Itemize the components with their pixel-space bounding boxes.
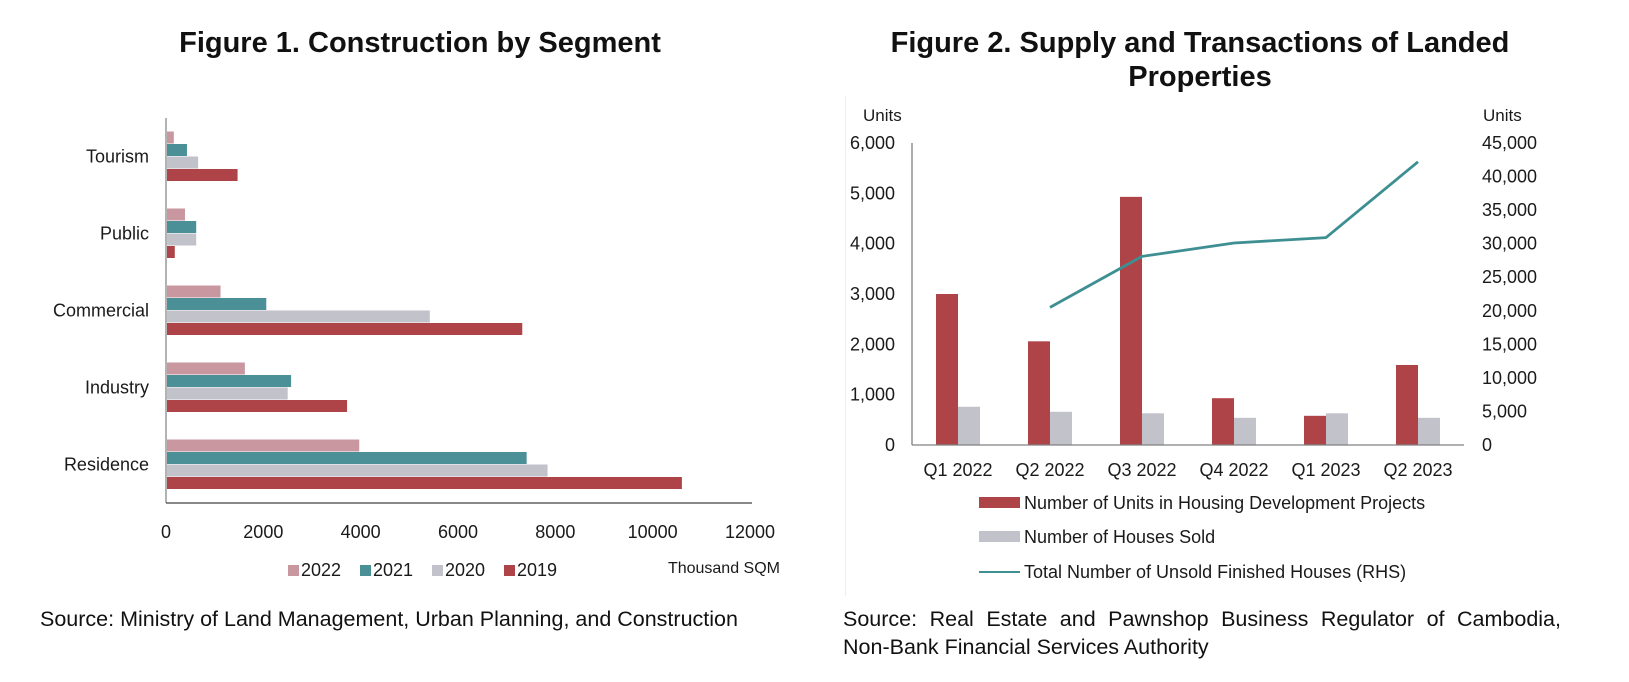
right-y-tick-label: 35,000 [1482, 200, 1537, 220]
bar-q2-2022-sold [1050, 411, 1072, 445]
category-label-public: Public [100, 224, 149, 244]
right-y-tick-label: 40,000 [1482, 167, 1537, 187]
figure2-frame-border [845, 96, 846, 596]
left-y-tick-label: 2,000 [850, 334, 895, 354]
legend-swatch-2020 [432, 565, 443, 576]
left-y-tick-label: 6,000 [850, 133, 895, 153]
right-y-tick-label: 45,000 [1482, 133, 1537, 153]
bar-tourism-2020 [167, 156, 199, 169]
bar-industry-2019 [167, 400, 348, 412]
bar-public-2019 [167, 246, 175, 258]
legend-label-2020: 2020 [445, 560, 485, 580]
left-y-tick-label: 3,000 [850, 284, 895, 304]
category-label-industry: Industry [85, 378, 149, 398]
left-y-tick-label: 5,000 [850, 183, 895, 203]
legend-label-units: Number of Units in Housing Development P… [1024, 493, 1425, 513]
right-y-tick-label: 10,000 [1482, 368, 1537, 388]
bar-residence-2020 [167, 464, 548, 477]
bar-q1-2022-units [936, 294, 958, 445]
x-tick-label: 2000 [243, 522, 283, 542]
bar-q4-2022-sold [1234, 417, 1256, 445]
bar-public-2021 [167, 221, 197, 233]
bar-public-2020 [167, 233, 197, 246]
x-tick-label: 12000 [725, 522, 775, 542]
bar-tourism-2022 [167, 131, 174, 144]
bar-q1-2023-units [1304, 415, 1326, 445]
bar-residence-2019 [167, 477, 682, 489]
bar-industry-2020 [167, 387, 288, 400]
left-y-tick-label: 4,000 [850, 234, 895, 254]
legend-label-2022: 2022 [301, 560, 341, 580]
bar-commercial-2020 [167, 310, 430, 323]
legend-label-2021: 2021 [373, 560, 413, 580]
bar-q4-2022-units [1212, 398, 1234, 445]
legend-label-2019: 2019 [517, 560, 557, 580]
legend-swatch-sold [979, 531, 1020, 542]
right-axis-unit-label: Units [1483, 106, 1522, 125]
bar-industry-2022 [167, 362, 245, 375]
line-unsold-finished-houses [1049, 160, 1419, 309]
x-tick-label-q4-2022: Q4 2022 [1199, 460, 1268, 480]
legend-swatch-2021 [360, 565, 371, 576]
bar-q2-2022-units [1028, 341, 1050, 445]
bar-q2-2023-units [1396, 364, 1418, 445]
legend-label-sold: Number of Houses Sold [1024, 527, 1215, 547]
bar-commercial-2019 [167, 323, 523, 335]
x-tick-label: 6000 [438, 522, 478, 542]
right-y-tick-label: 25,000 [1482, 267, 1537, 287]
left-y-tick-label: 0 [885, 435, 895, 455]
figure1-source: Source: Ministry of Land Management, Urb… [40, 607, 738, 631]
right-y-tick-label: 20,000 [1482, 301, 1537, 321]
bar-public-2022 [167, 208, 186, 221]
bar-q1-2022-sold [958, 406, 980, 445]
x-tick-label-q2-2022: Q2 2022 [1015, 460, 1084, 480]
legend-swatch-2022 [288, 565, 299, 576]
left-y-tick-label: 1,000 [850, 385, 895, 405]
bar-tourism-2019 [167, 169, 238, 181]
right-y-tick-label: 5,000 [1482, 401, 1527, 421]
legend-label-unsold: Total Number of Unsold Finished Houses (… [1024, 562, 1406, 582]
x-tick-label: 10000 [628, 522, 678, 542]
x-tick-label-q2-2023: Q2 2023 [1383, 460, 1452, 480]
bar-q2-2023-sold [1418, 417, 1440, 445]
right-y-tick-label: 0 [1482, 435, 1492, 455]
bar-industry-2021 [167, 375, 292, 387]
category-label-residence: Residence [64, 455, 149, 475]
category-label-commercial: Commercial [53, 301, 149, 321]
x-axis-unit-label: Thousand SQM [668, 560, 780, 577]
category-label-tourism: Tourism [86, 147, 149, 167]
right-y-tick-label: 15,000 [1482, 334, 1537, 354]
x-tick-label-q1-2023: Q1 2023 [1291, 460, 1360, 480]
x-tick-label-q1-2022: Q1 2022 [923, 460, 992, 480]
bar-q3-2022-sold [1142, 413, 1164, 445]
figure2-title: Figure 2. Supply and Transactions of Lan… [890, 27, 1510, 93]
figure1-title: Figure 1. Construction by Segment [179, 27, 661, 59]
x-tick-label: 4000 [341, 522, 381, 542]
figure2-source: Source: Real Estate and Pawnshop Busines… [843, 607, 1561, 659]
x-tick-label: 0 [161, 522, 171, 542]
bar-q1-2023-sold [1326, 413, 1348, 445]
x-tick-label-q3-2022: Q3 2022 [1107, 460, 1176, 480]
bar-tourism-2021 [167, 144, 187, 156]
legend-swatch-units [979, 497, 1020, 508]
bar-residence-2022 [167, 439, 360, 452]
bar-q3-2022-units [1120, 196, 1142, 445]
right-y-tick-label: 30,000 [1482, 234, 1537, 254]
bar-commercial-2021 [167, 298, 267, 310]
legend-swatch-2019 [504, 565, 515, 576]
bar-commercial-2022 [167, 285, 221, 298]
bar-residence-2021 [167, 452, 527, 464]
x-tick-label: 8000 [535, 522, 575, 542]
left-axis-unit-label: Units [863, 106, 902, 125]
